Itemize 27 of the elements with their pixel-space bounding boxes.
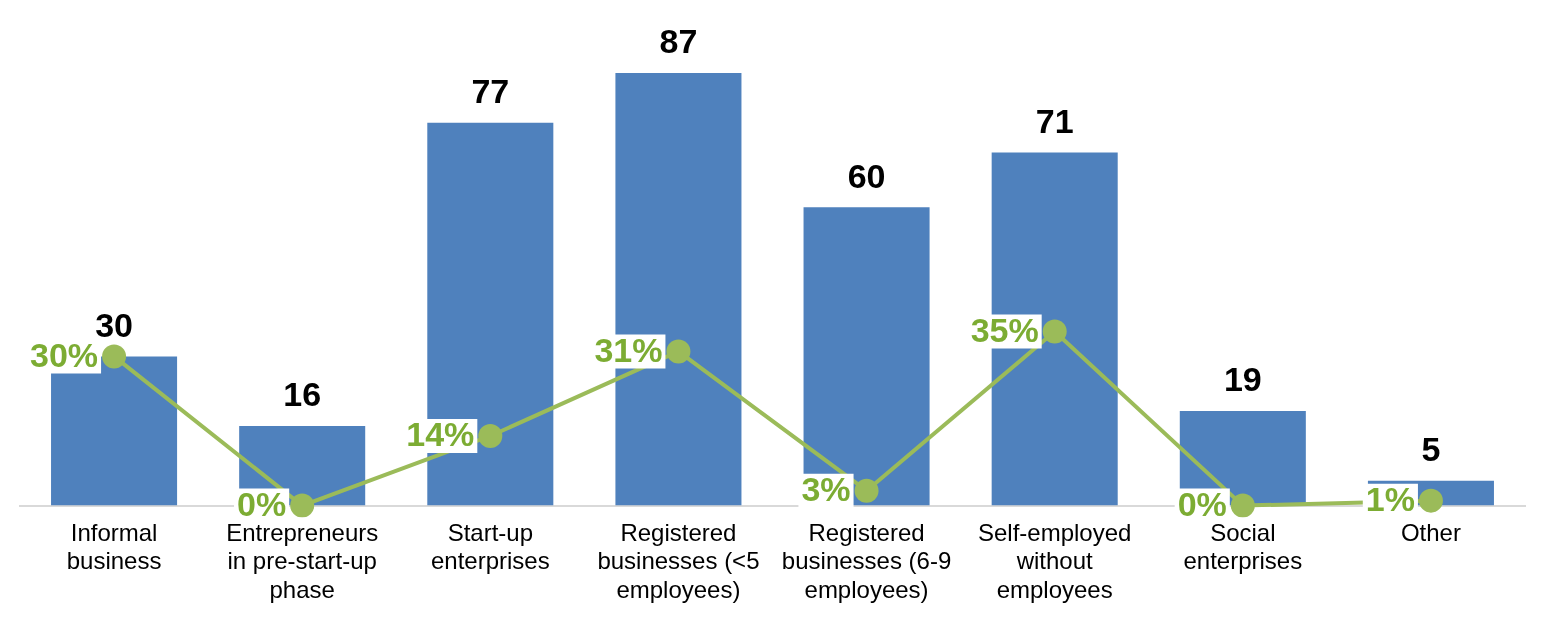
point — [478, 423, 503, 448]
x-tick-label: Other — [1400, 518, 1461, 546]
point — [666, 339, 691, 364]
data-label: 35% — [970, 310, 1039, 349]
data-label: 31% — [594, 330, 663, 369]
data-label: 5 — [1421, 430, 1441, 469]
data-label: 1% — [1365, 480, 1415, 518]
data-label: 16 — [283, 375, 322, 414]
x-tick-label: Registered businesses (6-9 employees) — [781, 518, 952, 604]
data-label: 87 — [659, 22, 698, 61]
bar — [803, 207, 930, 506]
point — [1418, 488, 1443, 513]
data-label: 3% — [801, 470, 851, 509]
point — [854, 478, 879, 503]
point — [1230, 493, 1255, 518]
data-label: 19 — [1223, 360, 1262, 399]
point — [1042, 319, 1067, 344]
x-tick-label: Informal business — [66, 518, 162, 575]
x-tick-label: Start-up enterprises — [430, 518, 550, 575]
x-tick-label: Self-employed without employees — [977, 518, 1132, 604]
data-label: 60 — [847, 156, 886, 195]
point — [290, 493, 315, 518]
data-label: 14% — [406, 415, 475, 454]
x-tick-label: Registered businesses (<5 employees) — [597, 518, 760, 604]
point — [102, 344, 127, 369]
data-label: 71 — [1035, 101, 1074, 140]
data-label: 77 — [471, 72, 510, 111]
